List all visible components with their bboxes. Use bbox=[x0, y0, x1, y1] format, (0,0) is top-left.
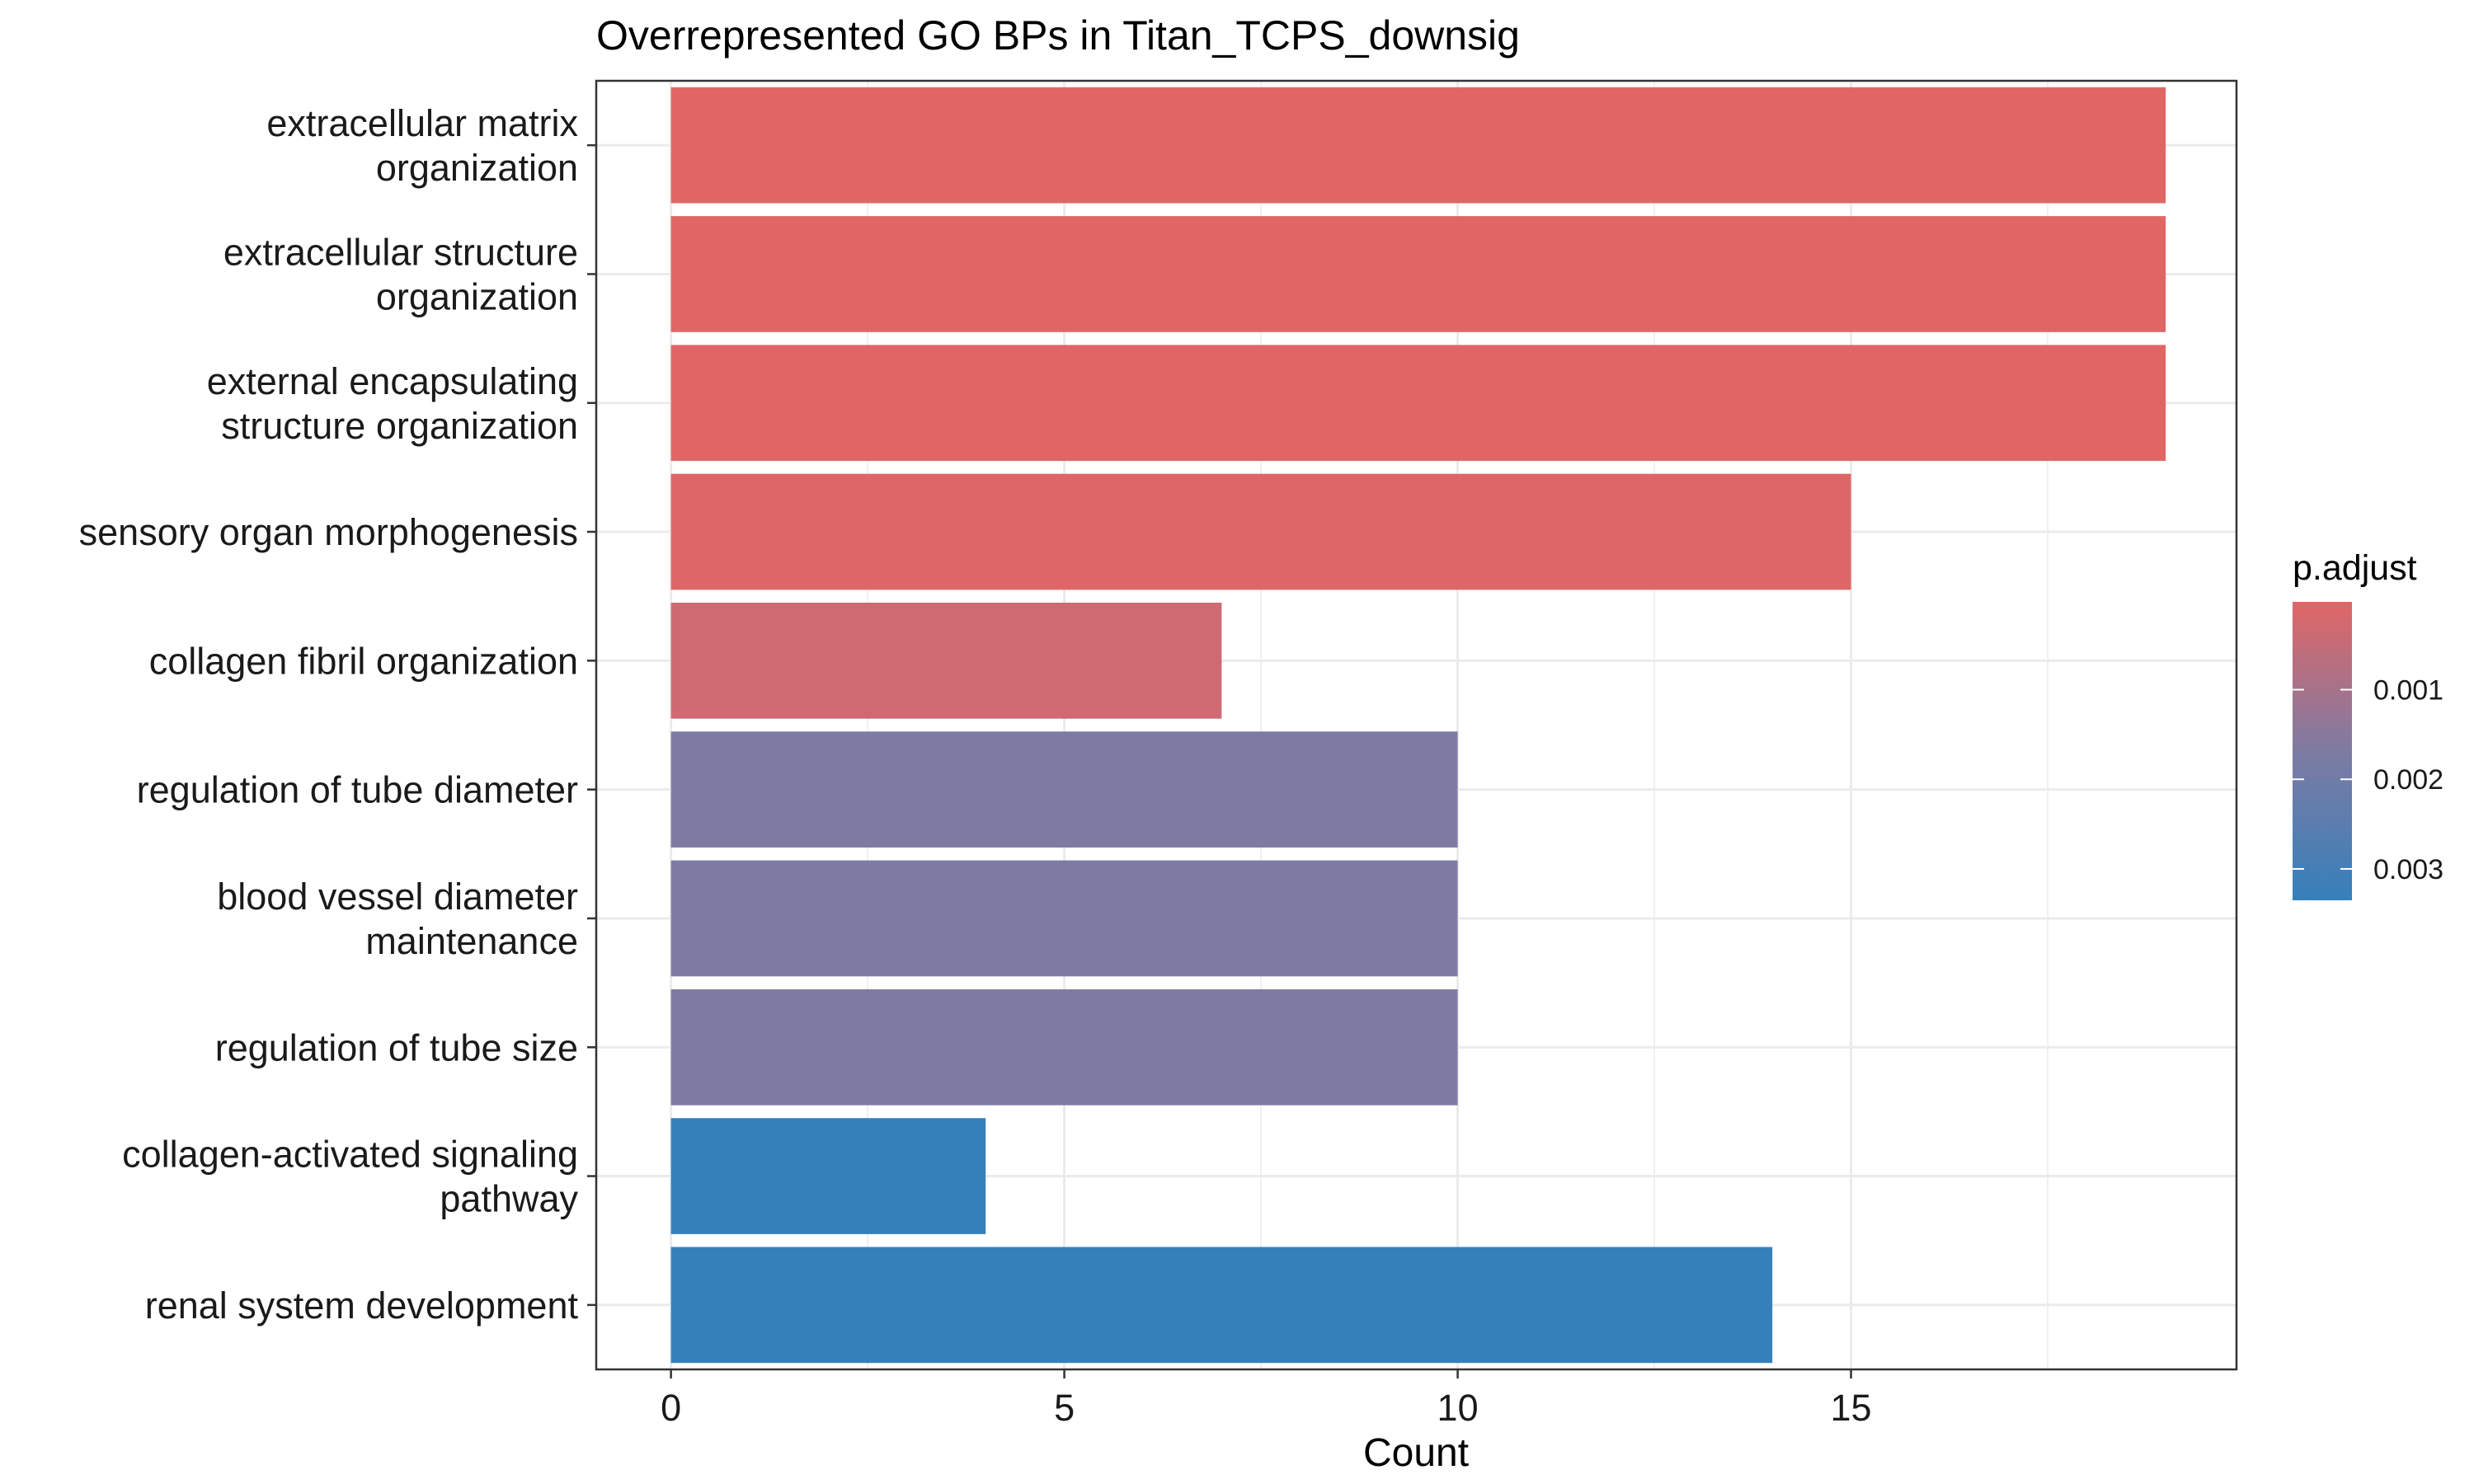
y-tick-label: extracellular matrix organization bbox=[266, 102, 578, 189]
y-tick-label: collagen-activated signaling pathway bbox=[122, 1134, 578, 1220]
x-tick-label: 10 bbox=[1437, 1387, 1479, 1429]
legend: p.adjust 0.001 0.002 0.003 bbox=[2293, 548, 2443, 900]
chart-title: Overrepresented GO BPs in Titan_TCPS_dow… bbox=[596, 12, 1520, 59]
plot-panel-border bbox=[595, 79, 2238, 1371]
bars bbox=[670, 87, 2166, 1364]
x-axis: 0 5 10 15 bbox=[661, 1369, 1872, 1429]
legend-tick-label: 0.003 bbox=[2373, 854, 2443, 885]
bar bbox=[670, 1247, 1773, 1364]
y-tick-label: regulation of tube size bbox=[215, 1026, 578, 1068]
x-tick-label: 15 bbox=[1831, 1387, 1872, 1429]
legend-ticks: 0.001 0.002 0.003 bbox=[2293, 675, 2443, 885]
bar bbox=[670, 603, 1222, 719]
x-tick-label: 0 bbox=[661, 1387, 681, 1429]
legend-tick-label: 0.001 bbox=[2373, 675, 2443, 707]
bar bbox=[670, 345, 2166, 462]
y-tick-label: renal system development bbox=[145, 1284, 579, 1327]
y-axis: extracellular matrix organization extracel… bbox=[79, 102, 596, 1327]
x-axis-label: Count bbox=[1363, 1431, 1469, 1475]
bar bbox=[670, 87, 2166, 204]
y-tick-label: extracellular structure organization bbox=[223, 231, 578, 317]
bar bbox=[670, 1118, 986, 1234]
bar bbox=[670, 216, 2166, 332]
legend-tick-label: 0.002 bbox=[2373, 764, 2443, 796]
bar bbox=[670, 860, 1458, 977]
y-tick-label: regulation of tube diameter bbox=[137, 769, 578, 811]
y-tick-label: external encapsulating structure organiza… bbox=[207, 360, 578, 447]
bar bbox=[670, 473, 1851, 590]
legend-title: p.adjust bbox=[2293, 548, 2417, 588]
legend-colorbar bbox=[2293, 602, 2352, 900]
x-tick-label: 5 bbox=[1054, 1387, 1075, 1429]
bar bbox=[670, 989, 1458, 1106]
y-tick-label: collagen fibril organization bbox=[149, 640, 578, 682]
y-tick-label: sensory organ morphogenesis bbox=[79, 511, 578, 553]
bar bbox=[670, 731, 1458, 848]
y-tick-label: blood vessel diameter maintenance bbox=[217, 876, 578, 962]
